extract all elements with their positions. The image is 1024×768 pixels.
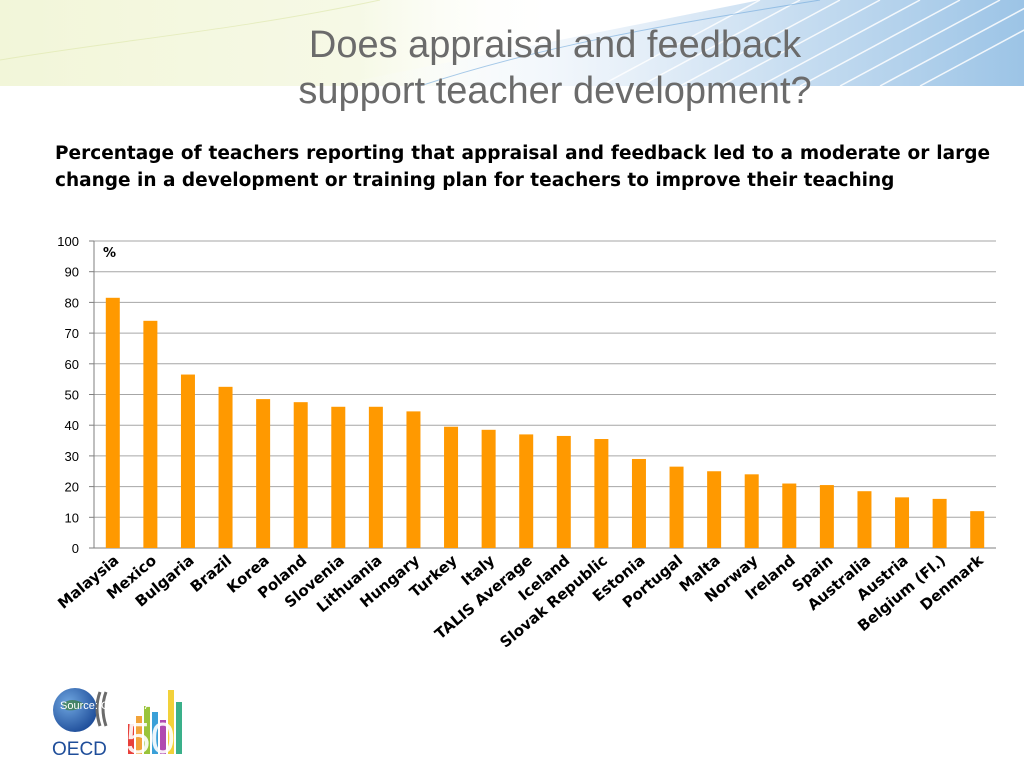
- chart-subtitle: Percentage of teachers reporting that ap…: [55, 143, 990, 191]
- bar: [669, 466, 684, 548]
- bar: [368, 406, 383, 548]
- slide-title: Does appraisal and feedback support teac…: [200, 22, 910, 114]
- bar: [857, 491, 872, 548]
- bar: [331, 406, 346, 548]
- bar: [895, 497, 910, 548]
- grid-lines: [89, 240, 996, 549]
- y-tick-label: 10: [65, 510, 79, 525]
- bar: [744, 474, 759, 548]
- bar: [782, 483, 797, 548]
- bar: [444, 426, 459, 548]
- bar: [218, 386, 233, 548]
- slide-title-line-2: support teacher development?: [298, 70, 812, 112]
- y-tick-label: 90: [65, 265, 79, 280]
- bar: [143, 320, 158, 548]
- header-swoosh-graphic: [0, 0, 1024, 86]
- x-axis-category-labels: MalaysiaMexicoBulgariaBrazilKoreaPolandS…: [54, 551, 987, 652]
- oecd-logo: OECD 50: [48, 684, 198, 764]
- y-tick-label: 50: [65, 388, 79, 403]
- bar: [932, 498, 947, 548]
- y-tick-label: 0: [72, 541, 79, 556]
- bar: [819, 485, 834, 548]
- y-tick-label: 60: [65, 357, 79, 372]
- bar: [556, 435, 571, 548]
- bar: [256, 399, 271, 548]
- source-note: Source: OECD, TALIS: [60, 700, 169, 712]
- y-tick-label: 80: [65, 295, 79, 310]
- oecd-50-text: 50: [126, 714, 175, 763]
- y-tick-label: 40: [65, 418, 79, 433]
- bar: [970, 511, 985, 548]
- oecd-logo-text: OECD: [52, 739, 107, 760]
- slide-title-line-1: Does appraisal and feedback: [308, 24, 802, 66]
- y-tick-label: 30: [65, 449, 79, 464]
- bar: [519, 434, 534, 548]
- bar: [481, 429, 496, 548]
- bar: [406, 411, 421, 548]
- header-band: [0, 0, 1024, 86]
- bars: [105, 297, 985, 548]
- y-axis-tick-labels: 0 10 20 30 40 50 60 70 80 90 100: [57, 234, 79, 556]
- bar: [631, 458, 646, 548]
- bar: [594, 439, 609, 548]
- y-axis-unit-label: %: [103, 246, 116, 261]
- bar: [293, 402, 308, 548]
- y-tick-label: 100: [57, 234, 79, 249]
- bar: [707, 471, 722, 548]
- bar: [180, 374, 195, 548]
- y-tick-label: 70: [65, 326, 79, 341]
- y-tick-label: 20: [65, 480, 79, 495]
- oecd-logo-graphic: OECD 50: [52, 688, 182, 763]
- bar: [105, 297, 120, 548]
